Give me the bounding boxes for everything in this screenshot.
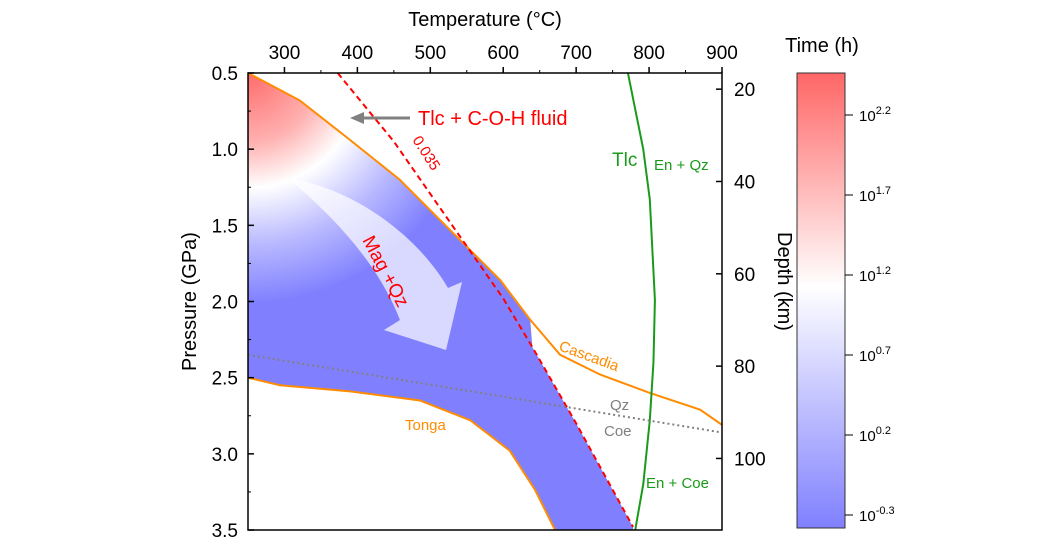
y-tick-label: 1.0 bbox=[212, 140, 238, 161]
colorbar-tick-label: 100.7 bbox=[859, 345, 891, 365]
y2-tick-label: 20 bbox=[734, 80, 755, 101]
colorbar-tick-base: 10 bbox=[859, 348, 876, 365]
colorbar-tick-exponent: 0.7 bbox=[876, 345, 891, 357]
y2-tick-label: 60 bbox=[734, 265, 755, 286]
colorbar-tick-exponent: 1.2 bbox=[876, 265, 891, 277]
colorbar bbox=[796, 72, 846, 529]
colorbar-tick-base: 10 bbox=[859, 268, 876, 285]
colorbar-tick-exponent: -0.3 bbox=[876, 505, 895, 517]
colorbar-tick-label: 101.2 bbox=[859, 265, 891, 285]
colorbar-tick-exponent: 1.7 bbox=[876, 185, 891, 197]
series-line-tonga bbox=[248, 376, 556, 530]
colorbar-tick-exponent: 0.2 bbox=[876, 425, 891, 437]
label-tonga: Tonga bbox=[405, 417, 447, 434]
label-en-qz: En + Qz bbox=[654, 157, 709, 174]
x-tick-label: 800 bbox=[633, 43, 665, 64]
label-tlc: Tlc bbox=[612, 150, 637, 171]
x-axis-label: Temperature (°C) bbox=[408, 9, 562, 31]
label-dashed: 0.035 bbox=[409, 133, 444, 174]
label-en-coe: En + Coe bbox=[646, 475, 709, 492]
colorbar-tick-label: 10-0.3 bbox=[859, 505, 895, 525]
colorbar-tick-label: 102.2 bbox=[859, 105, 891, 125]
x-tick-label: 700 bbox=[560, 43, 592, 64]
colorbar-tick-label: 100.2 bbox=[859, 425, 891, 445]
colorbar-tick-label: 101.7 bbox=[859, 185, 891, 205]
reaction-direction-arrow bbox=[288, 178, 462, 350]
colorbar-tick-exponent: 2.2 bbox=[876, 105, 891, 117]
colorbar-tick-base: 10 bbox=[859, 108, 876, 125]
colorbar-tick-base: 10 bbox=[859, 428, 876, 445]
x-tick-label: 300 bbox=[269, 43, 301, 64]
series-line-qz-coe bbox=[248, 353, 722, 434]
colorbar-tick-base: 10 bbox=[859, 188, 876, 205]
y2-tick-label: 80 bbox=[734, 357, 755, 378]
label-tlc-fluid: Tlc + C-O-H fluid bbox=[418, 108, 567, 130]
series-line-tlc bbox=[626, 73, 656, 530]
x-tick-label: 500 bbox=[414, 43, 446, 64]
y2-tick-label: 40 bbox=[734, 172, 755, 193]
y-tick-label: 3.5 bbox=[212, 521, 238, 542]
label-qz: Qz bbox=[610, 397, 629, 414]
y-tick-label: 2.0 bbox=[212, 293, 238, 314]
y-axis-label: Pressure (GPa) bbox=[179, 232, 201, 371]
x-tick-label: 900 bbox=[706, 43, 738, 64]
x-tick-label: 400 bbox=[342, 43, 374, 64]
y-tick-label: 2.5 bbox=[212, 369, 238, 390]
series-line-0-035 bbox=[336, 73, 634, 528]
y-tick-label: 1.5 bbox=[212, 216, 238, 237]
y2-axis-label: Depth (km) bbox=[773, 232, 795, 331]
colorbar-label: Time (h) bbox=[785, 35, 859, 57]
label-coe: Coe bbox=[604, 423, 632, 440]
y2-tick-label: 100 bbox=[734, 449, 766, 470]
series-line-cascadia bbox=[248, 73, 722, 426]
y-tick-label: 3.0 bbox=[212, 445, 238, 466]
x-tick-label: 600 bbox=[487, 43, 519, 64]
grey-arrow-head-icon bbox=[350, 112, 364, 124]
y-tick-label: 0.5 bbox=[212, 64, 238, 85]
colorbar-tick-base: 10 bbox=[859, 508, 876, 525]
